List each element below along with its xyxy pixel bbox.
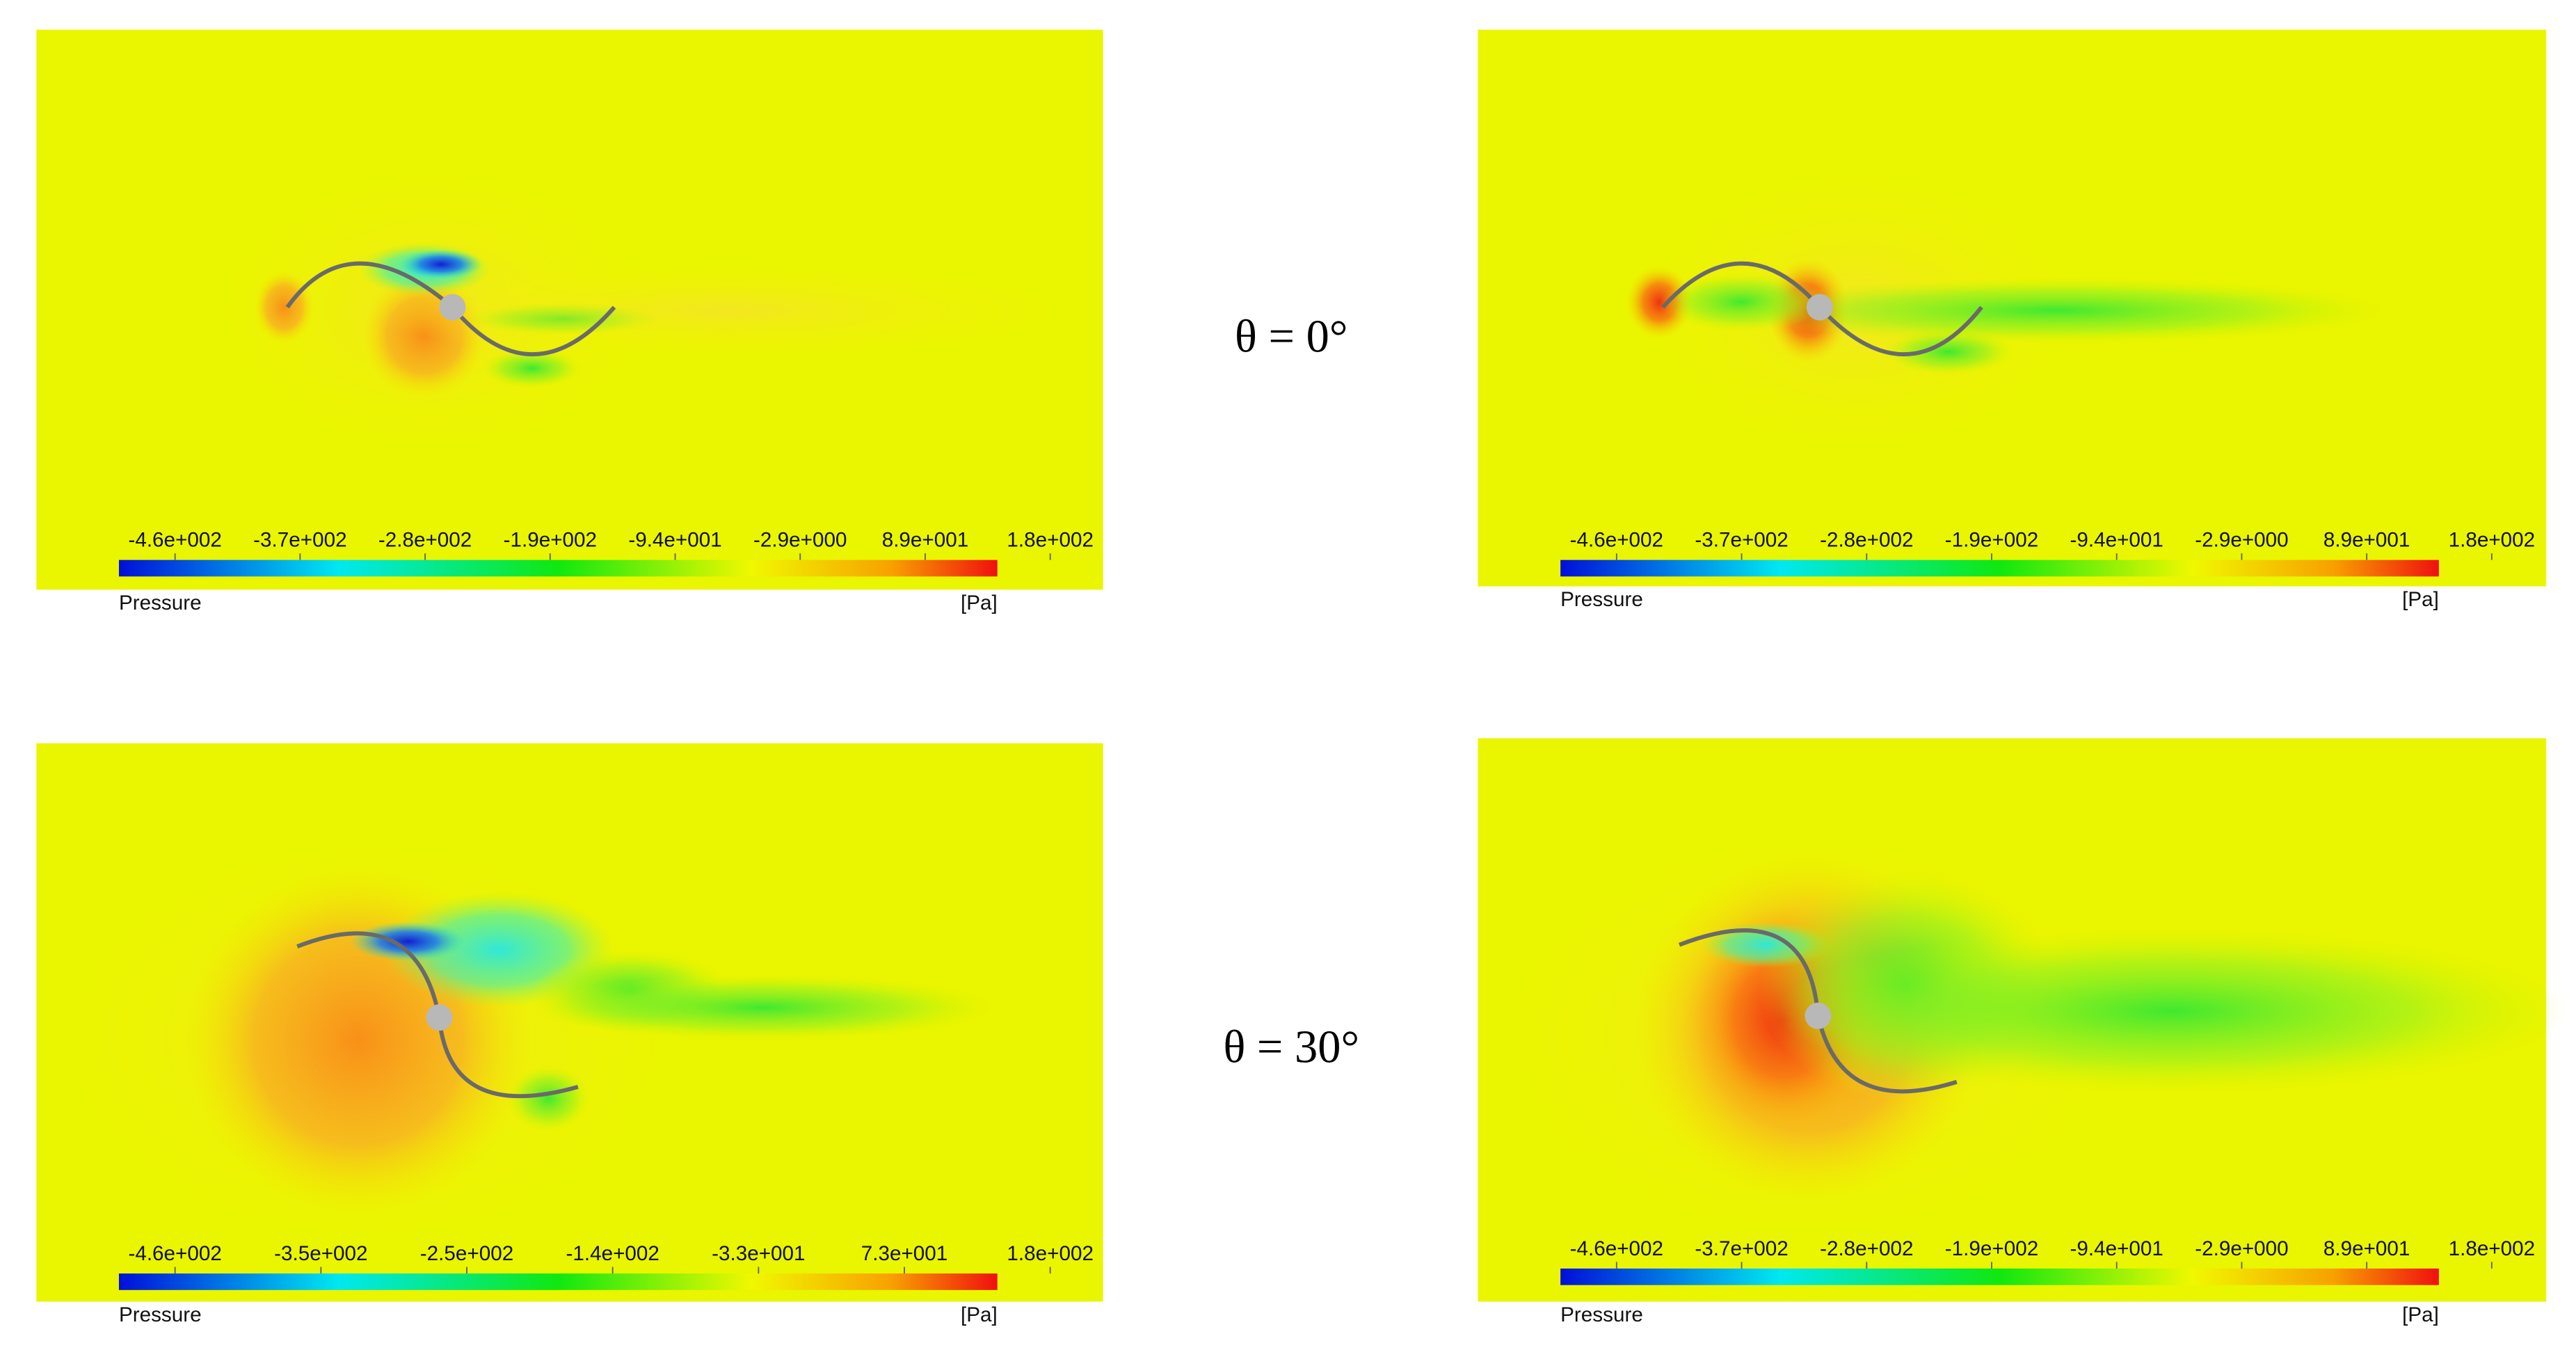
contour-region <box>482 348 582 388</box>
colorbar-tick-label: -2.9e+000 <box>2195 1237 2288 1260</box>
colorbar-tick-label: -9.4e+001 <box>2070 529 2163 552</box>
blade <box>1816 1015 1958 1094</box>
colorbar-tick-label: -4.6e+002 <box>1570 529 1663 552</box>
legend-title: Pressure <box>119 1303 202 1326</box>
colorbar-tick-label: 1.8e+002 <box>1007 1242 1094 1265</box>
colorbar-tick-label: 1.8e+002 <box>1007 529 1094 552</box>
blade <box>451 305 616 357</box>
hub <box>439 294 466 321</box>
colorbar-tick-label: -3.7e+002 <box>253 529 346 552</box>
contour-region <box>531 974 994 1041</box>
colorbar-tick-label: -2.8e+002 <box>378 529 472 552</box>
colorbar-tick-label: 8.9e+001 <box>882 529 969 552</box>
contour-region <box>1725 277 2386 344</box>
angle-label: θ = 30° <box>1223 1022 1359 1072</box>
colorbar-tick-label: -9.4e+001 <box>628 529 721 552</box>
angle-label: θ = 0° <box>1235 312 1347 363</box>
legend-title: Pressure <box>1560 588 1643 611</box>
contour-region <box>254 271 314 344</box>
blade <box>1818 305 1983 357</box>
pressure-panel: -4.6e+002 -3.7e+002 -2.8e+002 -1.9e+002 -9.4… <box>36 29 1103 614</box>
colorbar-tick-label: 8.9e+001 <box>2323 1237 2410 1260</box>
legend-title: Pressure <box>119 591 202 614</box>
colorbar-tick-label: -1.9e+002 <box>1945 1237 2038 1260</box>
pressure-panel: -4.6e+002 -3.5e+002 -2.5e+002 -1.4e+002 -3.3… <box>36 743 1103 1326</box>
pressure-panel: -4.6e+002 -3.7e+002 -2.8e+002 -1.9e+002 -9.4… <box>1478 738 2568 1326</box>
colorbar-tick-label: -2.9e+000 <box>2195 529 2288 552</box>
legend-title: Pressure <box>1560 1303 1643 1326</box>
pressure-panel: -4.6e+002 -3.7e+002 -2.8e+002 -1.9e+002 -9.4… <box>1478 29 2547 611</box>
colorbar-tick-label: -3.5e+002 <box>274 1242 367 1265</box>
colorbar <box>1560 559 2439 577</box>
legend-unit: [Pa] <box>2402 588 2439 611</box>
colorbar-tick-label: -2.8e+002 <box>1820 529 1913 552</box>
colorbar-tick-label: -1.9e+002 <box>1945 529 2038 552</box>
contour-region <box>350 921 466 962</box>
colorbar-tick-label: -2.9e+000 <box>753 529 847 552</box>
colorbar-tick-label: -3.7e+002 <box>1695 1237 1788 1260</box>
legend-unit: [Pa] <box>2402 1303 2439 1326</box>
colorbar-tick-label: -3.7e+002 <box>1695 529 1788 552</box>
hub <box>1806 294 1833 321</box>
colorbar-tick-label: -2.8e+002 <box>1820 1237 1913 1260</box>
hub <box>426 1004 453 1031</box>
blade <box>1678 928 1821 1017</box>
colorbar-tick-label: -4.6e+002 <box>128 529 221 552</box>
blade <box>296 931 442 1018</box>
colorbar-tick-label: -4.6e+002 <box>128 1242 221 1265</box>
colorbar-tick-label: 8.9e+001 <box>2323 529 2410 552</box>
blade <box>285 261 454 309</box>
blade <box>437 1017 579 1099</box>
contour-region <box>1626 266 1693 339</box>
colorbar-tick-label: 1.8e+002 <box>2449 529 2536 552</box>
legend-unit: [Pa] <box>961 1303 998 1326</box>
contour-region <box>367 261 1094 360</box>
hub <box>1805 1002 1832 1029</box>
colorbar-tick-label: -2.5e+002 <box>420 1242 513 1265</box>
contour-region <box>1775 928 2568 1094</box>
colorbar-tick-label: -3.3e+001 <box>712 1242 805 1265</box>
colorbar <box>1560 1268 2439 1285</box>
colorbar <box>118 559 998 577</box>
contour-region <box>506 1065 590 1131</box>
colorbar <box>118 1273 998 1290</box>
colorbar-tick-label: -4.6e+002 <box>1570 1237 1663 1260</box>
colorbar-tick-label: -1.9e+002 <box>504 529 597 552</box>
colorbar-tick-label: 1.8e+002 <box>2449 1237 2536 1260</box>
legend-unit: [Pa] <box>961 591 998 614</box>
colorbar-tick-label: 7.3e+001 <box>861 1242 948 1265</box>
contour-region <box>399 249 483 280</box>
blade <box>1661 261 1822 309</box>
colorbar-tick-label: -1.4e+002 <box>566 1242 659 1265</box>
colorbar-tick-label: -9.4e+001 <box>2070 1237 2163 1260</box>
